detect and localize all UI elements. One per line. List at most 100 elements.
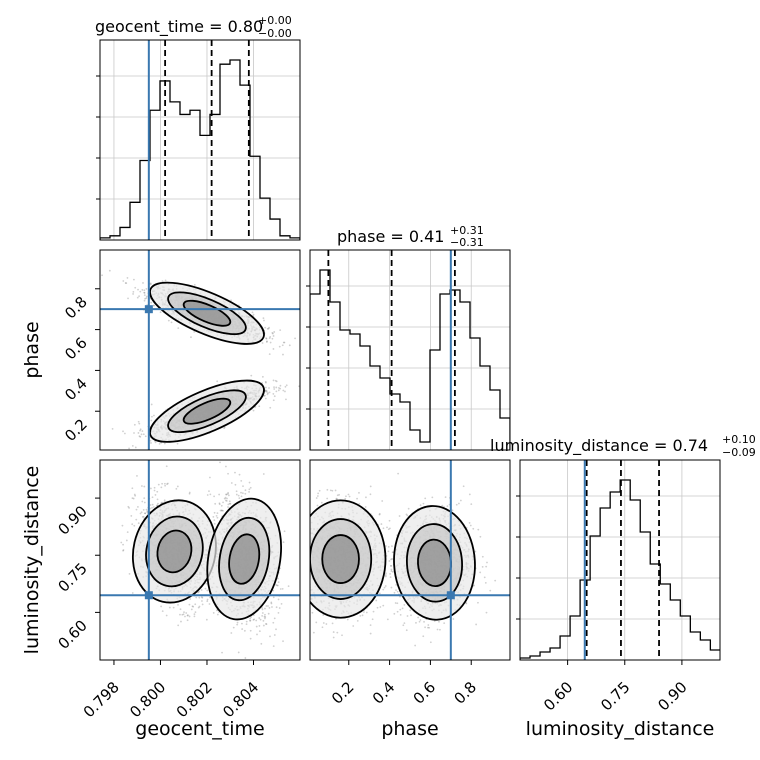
sample-point: [212, 612, 215, 614]
sample-point: [208, 490, 210, 493]
sample-point: [190, 336, 192, 339]
panel-frame: [309, 249, 511, 451]
sample-point: [206, 589, 209, 592]
sample-point: [282, 353, 284, 356]
sample-point: [126, 531, 129, 534]
sample-point: [271, 337, 274, 340]
sample-point: [142, 282, 144, 284]
sample-point: [281, 344, 284, 347]
sample-point: [145, 297, 148, 300]
sample-point: [168, 606, 171, 609]
sample-point: [259, 618, 262, 621]
sample-point: [277, 389, 280, 392]
sample-point: [138, 435, 141, 438]
sample-point: [213, 522, 216, 525]
sample-point: [164, 484, 167, 487]
sample-point: [264, 326, 267, 329]
sample-point: [153, 414, 155, 417]
sample-point: [154, 494, 157, 496]
contours: [149, 281, 265, 443]
sample-point: [285, 384, 288, 387]
sample-point: [272, 621, 275, 624]
sample-point: [164, 279, 167, 282]
sample-point: [277, 581, 280, 584]
sample-point: [135, 518, 138, 521]
sample-point: [205, 618, 208, 621]
sample-point: [133, 524, 136, 527]
sample-point: [126, 277, 129, 279]
sample-point: [272, 348, 275, 350]
sample-point: [267, 327, 270, 330]
sample-point: [144, 435, 147, 438]
sample-point: [279, 384, 282, 387]
panel-hist-phase: [306, 249, 511, 451]
sample-point: [149, 283, 152, 286]
sample-point: [282, 389, 285, 392]
sample-point: [181, 613, 184, 616]
sample-point: [193, 330, 196, 333]
sample-point: [159, 311, 162, 314]
sample-point: [302, 589, 304, 591]
sample-point: [222, 509, 224, 512]
sample-point: [153, 489, 156, 492]
sample-point: [201, 600, 203, 602]
sample-point: [238, 473, 241, 476]
sample-point: [266, 327, 269, 330]
sample-point: [279, 329, 282, 332]
sample-point: [201, 603, 204, 606]
truth-marker: [144, 305, 153, 314]
sample-point: [170, 321, 173, 324]
sample-point: [132, 497, 135, 500]
sample-point: [185, 612, 188, 614]
sample-point: [149, 504, 152, 506]
histogram-step: [310, 269, 510, 450]
sample-point: [136, 296, 139, 299]
sample-point: [141, 485, 143, 487]
sample-point: [283, 341, 286, 344]
sample-point: [265, 337, 268, 340]
sample-point: [284, 390, 286, 393]
sample-point: [262, 317, 265, 320]
sample-point: [266, 340, 268, 343]
sample-point: [182, 613, 185, 616]
sample-point: [143, 289, 146, 292]
sample-point: [141, 500, 144, 503]
sample-point: [190, 608, 193, 611]
sample-point: [264, 380, 267, 383]
sample-point: [124, 432, 126, 435]
sample-point: [273, 331, 276, 333]
sample-point: [150, 403, 153, 406]
sample-point: [264, 397, 267, 400]
sample-point: [140, 511, 143, 514]
sample-point: [279, 387, 282, 390]
sample-point: [131, 445, 134, 447]
sample-point: [122, 543, 124, 546]
sample-point: [188, 615, 191, 618]
sample-point: [161, 482, 164, 485]
sample-point: [273, 388, 276, 390]
sample-point: [225, 493, 228, 496]
sample-point: [143, 291, 146, 294]
sample-point: [275, 380, 278, 383]
sample-point: [275, 628, 277, 631]
sample-point: [152, 304, 155, 307]
sample-point: [188, 491, 191, 494]
sample-point: [124, 282, 127, 284]
sample-point: [137, 420, 140, 423]
sample-point: [272, 596, 275, 599]
sample-point: [269, 635, 271, 638]
sample-point: [134, 494, 137, 497]
sample-point: [245, 620, 248, 623]
sample-point: [262, 473, 265, 475]
sample-point: [143, 291, 146, 294]
panel-hist-luminosity_distance: [516, 459, 721, 661]
sample-point: [167, 319, 170, 322]
sample-point: [186, 619, 189, 622]
sample-point: [165, 465, 168, 468]
sample-point: [208, 603, 211, 605]
sample-point: [146, 511, 149, 514]
sample-point: [176, 442, 179, 445]
sample-point: [240, 479, 243, 482]
sample-point: [269, 341, 272, 344]
sample-point: [272, 393, 275, 395]
